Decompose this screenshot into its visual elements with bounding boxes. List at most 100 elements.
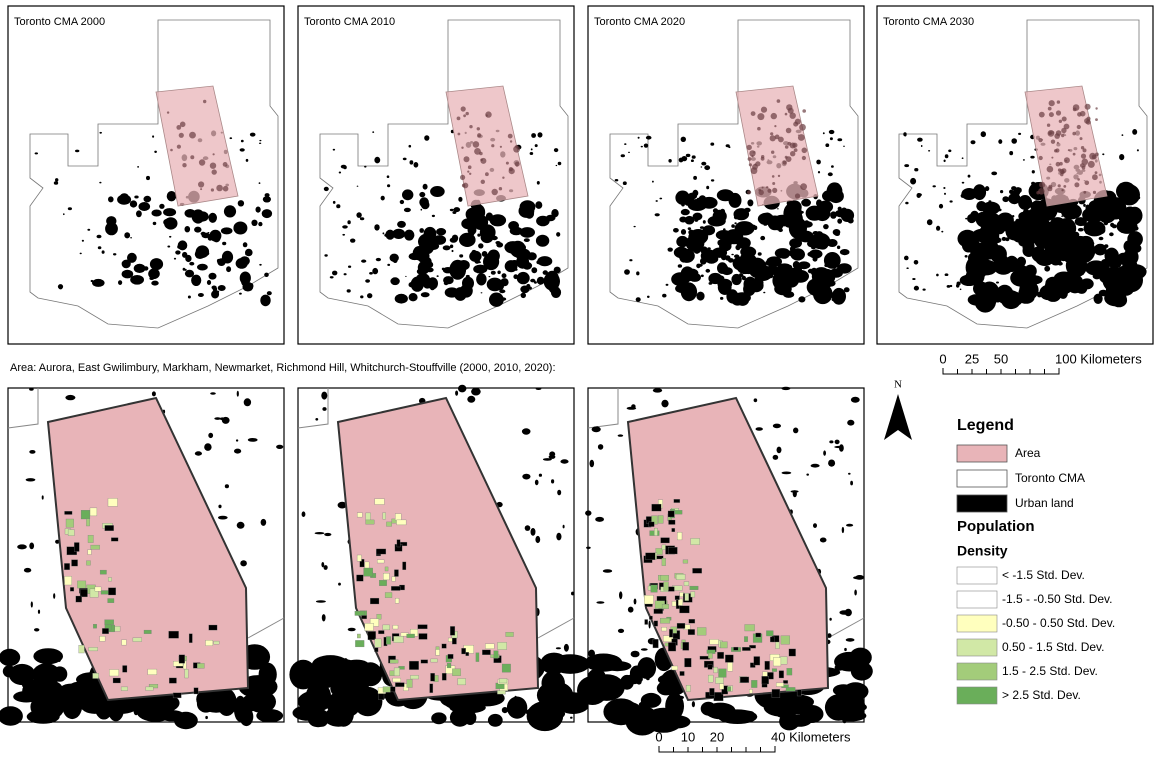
urban-land — [681, 209, 690, 215]
density-tract — [100, 570, 106, 574]
urban-core — [701, 702, 716, 716]
urban-land — [59, 285, 63, 289]
density-tract — [385, 567, 388, 571]
urban-core — [37, 681, 63, 700]
urban-land — [652, 181, 654, 183]
density-tract — [720, 642, 727, 648]
urban-land — [1030, 201, 1044, 212]
urban-land — [1109, 232, 1114, 236]
area-urban — [759, 190, 764, 195]
urban-land — [256, 207, 261, 213]
urban-land — [113, 253, 116, 255]
urban-land — [738, 199, 741, 202]
urban-land — [365, 279, 370, 282]
area-urban — [477, 127, 480, 130]
urban-land — [218, 505, 221, 509]
density-tract — [674, 499, 680, 502]
urban-land — [458, 385, 466, 393]
urban-land — [539, 474, 542, 477]
urban-land — [424, 227, 437, 240]
urban-land — [338, 583, 341, 586]
urban-land — [419, 192, 425, 197]
urban-land — [302, 511, 306, 517]
density-tract — [357, 513, 362, 517]
urban-land — [693, 176, 697, 180]
map-panel: Toronto CMA 2010 — [298, 6, 574, 344]
area-urban — [481, 180, 485, 184]
urban-land — [535, 536, 540, 543]
density-tract — [77, 581, 86, 588]
density-tract — [476, 653, 479, 662]
urban-land — [816, 160, 821, 165]
area-urban — [480, 159, 483, 162]
urban-land — [218, 285, 226, 291]
urban-land — [835, 183, 839, 187]
area-urban — [485, 172, 489, 176]
density-tract — [766, 631, 773, 636]
urban-land — [1099, 237, 1104, 241]
density-tract — [662, 604, 669, 609]
urban-land — [536, 235, 549, 247]
urban-land — [789, 217, 807, 239]
density-tract — [744, 637, 748, 642]
urban-core — [137, 703, 174, 722]
area-urban — [1080, 137, 1083, 140]
urban-land — [1086, 231, 1088, 232]
density-tract — [89, 647, 98, 651]
urban-land — [906, 267, 908, 269]
urban-land — [923, 289, 926, 291]
urban-land — [92, 279, 105, 287]
density-tract — [105, 620, 114, 625]
urban-land — [460, 284, 473, 298]
urban-land — [728, 146, 730, 148]
urban-land — [1125, 260, 1128, 263]
urban-land — [783, 291, 794, 298]
urban-land — [950, 200, 953, 202]
urban-land — [29, 543, 34, 550]
urban-land — [827, 239, 838, 247]
urban-land — [404, 230, 414, 241]
area-urban — [212, 169, 217, 174]
area-urban — [1064, 124, 1070, 130]
legend-label: 0.50 - 1.5 Std. Dev. — [1002, 640, 1105, 654]
density-tract — [431, 673, 435, 681]
urban-land — [154, 151, 157, 153]
area-urban — [1068, 149, 1070, 151]
urban-land — [531, 133, 536, 138]
urban-land — [619, 591, 622, 599]
urban-land — [830, 137, 833, 140]
scale-label: 40 Kilometers — [771, 729, 851, 744]
area-urban — [499, 187, 502, 190]
urban-land — [592, 426, 601, 432]
legend-swatch — [957, 567, 997, 584]
urban-land — [436, 228, 446, 235]
urban-land — [17, 544, 27, 549]
urban-land — [348, 628, 356, 631]
urban-land — [838, 207, 842, 211]
density-tract — [431, 659, 438, 662]
urban-land — [472, 250, 477, 254]
map-panel: Toronto CMA 2000 — [8, 6, 284, 344]
detail-panel — [577, 387, 873, 736]
urban-land — [450, 245, 453, 249]
urban-land — [163, 208, 176, 216]
urban-land — [124, 232, 130, 238]
density-tract — [680, 606, 690, 613]
urban-land — [547, 279, 552, 282]
urban-land — [777, 447, 782, 454]
legend-label: Toronto CMA — [1015, 471, 1085, 485]
density-tract — [662, 545, 666, 550]
urban-land — [236, 439, 238, 441]
urban-land — [1044, 266, 1050, 272]
urban-land — [742, 276, 746, 281]
urban-land — [704, 165, 710, 170]
urban-land — [1011, 270, 1029, 282]
urban-land — [410, 160, 414, 164]
area-urban — [748, 157, 752, 161]
urban-land — [240, 560, 247, 566]
urban-land — [661, 400, 668, 408]
urban-land — [524, 238, 530, 242]
urban-land — [956, 284, 959, 288]
urban-land — [387, 184, 390, 187]
urban-land — [560, 459, 568, 463]
